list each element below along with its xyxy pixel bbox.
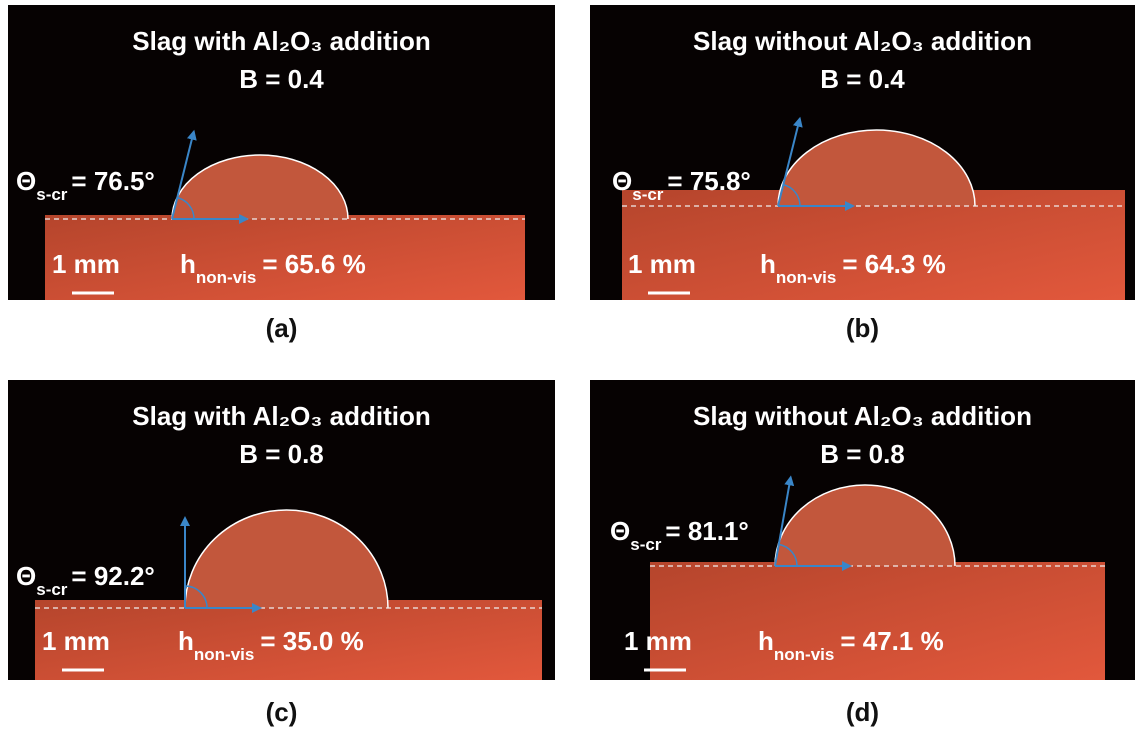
theta-value: = 81.1° [665, 516, 748, 546]
panel-title: Slag without Al₂O₃ addition [693, 401, 1032, 431]
theta-value: = 75.8° [667, 166, 750, 196]
h-symbol: h [180, 249, 196, 279]
theta-subscript: s-cr [36, 580, 68, 599]
theta-subscript: s-cr [632, 185, 664, 204]
figure: Slag with Al₂O₃ additionB = 0.4Θs-cr= 76… [0, 0, 1142, 729]
theta-value: = 92.2° [71, 561, 154, 591]
h-symbol: h [760, 249, 776, 279]
panel-title: Slag with Al₂O₃ addition [132, 401, 431, 431]
h-value: = 64.3 % [842, 249, 945, 279]
h-symbol: h [758, 626, 774, 656]
scale-label: 1 mm [624, 626, 692, 656]
basicity: B = 0.8 [239, 439, 324, 469]
theta-subscript: s-cr [36, 185, 68, 204]
scale-label: 1 mm [628, 249, 696, 279]
h-symbol: h [178, 626, 194, 656]
panel-title: Slag without Al₂O₃ addition [693, 26, 1032, 56]
basicity: B = 0.4 [820, 64, 905, 94]
h-subscript: non-vis [774, 645, 834, 664]
h-subscript: non-vis [194, 645, 254, 664]
h-value: = 65.6 % [262, 249, 365, 279]
h-subscript: non-vis [776, 268, 836, 287]
scale-label: 1 mm [42, 626, 110, 656]
theta-symbol: Θ [612, 166, 632, 196]
theta-symbol: Θ [16, 166, 36, 196]
theta-value: = 76.5° [71, 166, 154, 196]
panel: Slag with Al₂O₃ addition B = 0.4 Θs-cr= 76… [8, 5, 555, 300]
substrate [650, 562, 1105, 680]
panel-caption: (c) [266, 697, 298, 727]
panel-caption: (b) [846, 313, 879, 343]
scale-label: 1 mm [52, 249, 120, 279]
theta-subscript: s-cr [630, 535, 662, 554]
panel-caption: (a) [266, 313, 298, 343]
panel-title: Slag with Al₂O₃ addition [132, 26, 431, 56]
h-value: = 35.0 % [260, 626, 363, 656]
h-value: = 47.1 % [840, 626, 943, 656]
theta-symbol: Θ [16, 561, 36, 591]
basicity: B = 0.8 [820, 439, 905, 469]
h-subscript: non-vis [196, 268, 256, 287]
panel-caption: (d) [846, 697, 879, 727]
panel: Slag with Al₂O₃ addition B = 0.8 Θs-cr= 92… [8, 380, 555, 680]
theta-symbol: Θ [610, 516, 630, 546]
basicity: B = 0.4 [239, 64, 324, 94]
